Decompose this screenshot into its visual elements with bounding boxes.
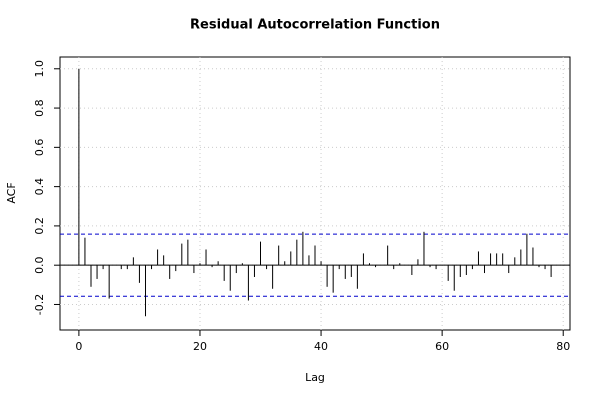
plot-frame xyxy=(59,56,571,331)
y-tick-label: 0.6 xyxy=(33,139,46,157)
x-tick-label: 0 xyxy=(75,340,82,353)
x-axis-label: Lag xyxy=(305,371,325,384)
y-tick-label: -0.2 xyxy=(33,294,46,315)
y-tick-label: 0.2 xyxy=(33,217,46,235)
y-tick-label: 0.4 xyxy=(33,178,46,196)
y-tick-label: 0.0 xyxy=(33,256,46,274)
chart-title: Residual Autocorrelation Function xyxy=(190,18,440,33)
y-axis-label: ACF xyxy=(5,182,18,203)
x-tick-label: 20 xyxy=(193,340,207,353)
y-tick-label: 0.8 xyxy=(33,99,46,117)
x-tick-label: 80 xyxy=(556,340,570,353)
y-tick-label: 1.0 xyxy=(33,60,46,78)
x-tick-label: 40 xyxy=(314,340,328,353)
x-tick-label: 60 xyxy=(435,340,449,353)
